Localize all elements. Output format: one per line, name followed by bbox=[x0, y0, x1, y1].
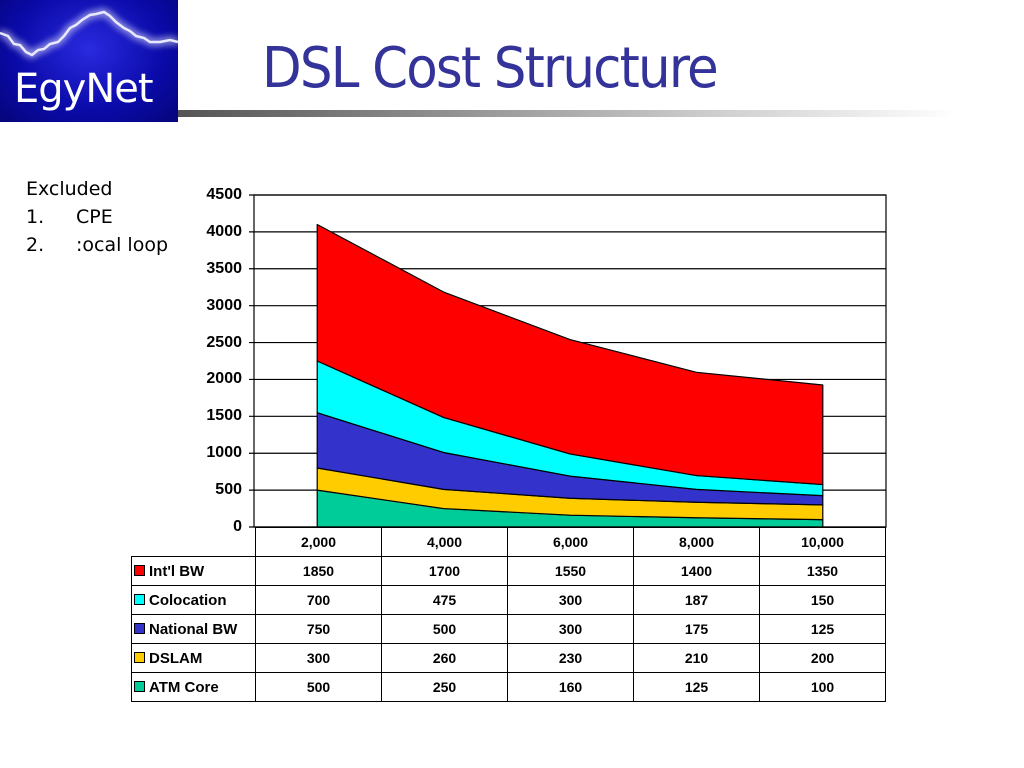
value-cell: 187 bbox=[633, 585, 760, 615]
y-tick-label: 3000 bbox=[206, 296, 242, 314]
lightning-icon bbox=[0, 10, 178, 57]
legend-entry-national-bw: National BW bbox=[131, 614, 256, 644]
notes-item-text: :ocal loop bbox=[76, 234, 169, 256]
table-row: National BW 750 500 300 175 125 bbox=[131, 614, 886, 644]
value-cell: 300 bbox=[507, 614, 634, 644]
value-cell: 300 bbox=[255, 643, 382, 673]
y-tick-label: 500 bbox=[215, 481, 242, 499]
value-cell: 260 bbox=[381, 643, 508, 673]
value-cell: 125 bbox=[759, 614, 886, 644]
value-cell: 1400 bbox=[633, 556, 760, 586]
value-cell: 1850 bbox=[255, 556, 382, 586]
value-cell: 1350 bbox=[759, 556, 886, 586]
dslam-swatch-icon bbox=[134, 652, 145, 664]
category-cell: 2,000 bbox=[255, 527, 382, 557]
intl-bw-swatch-icon bbox=[134, 565, 145, 577]
value-cell: 160 bbox=[507, 672, 634, 702]
value-cell: 150 bbox=[759, 585, 886, 615]
value-cell: 230 bbox=[507, 643, 634, 673]
notes-item: 1. CPE bbox=[26, 203, 168, 231]
category-cell: 8,000 bbox=[633, 527, 760, 557]
legend-entry-intl-bw: Int'l BW bbox=[131, 556, 256, 586]
legend-entry-atm-core: ATM Core bbox=[131, 672, 256, 702]
legend-label: National BW bbox=[149, 620, 238, 638]
logo-text: EgyNet bbox=[14, 66, 154, 112]
legend-label: DSLAM bbox=[149, 649, 203, 667]
table-row: DSLAM 300 260 230 210 200 bbox=[131, 643, 886, 673]
legend-entry-dslam: DSLAM bbox=[131, 643, 256, 673]
table-row: Int'l BW 1850 1700 1550 1400 1350 bbox=[131, 556, 886, 586]
notes-item-number: 1. bbox=[26, 206, 45, 228]
legend-label: Int'l BW bbox=[149, 562, 205, 580]
notes-heading: Excluded bbox=[26, 178, 113, 200]
value-cell: 100 bbox=[759, 672, 886, 702]
y-tick-label: 2500 bbox=[206, 333, 242, 351]
value-cell: 210 bbox=[633, 643, 760, 673]
legend-label: ATM Core bbox=[149, 678, 219, 696]
category-cell: 4,000 bbox=[381, 527, 508, 557]
atm-core-swatch-icon bbox=[134, 681, 145, 693]
chart-data-table: 2,000 4,000 6,000 8,000 10,000 Int'l BW … bbox=[131, 527, 886, 702]
value-cell: 175 bbox=[633, 614, 760, 644]
legend-label: Colocation bbox=[149, 591, 227, 609]
page-title: DSL Cost Structure bbox=[262, 36, 719, 101]
stacked-area-chart bbox=[249, 194, 887, 528]
category-cell: 10,000 bbox=[759, 527, 886, 557]
national-bw-swatch-icon bbox=[134, 623, 145, 635]
value-cell: 500 bbox=[255, 672, 382, 702]
y-tick-label: 4500 bbox=[206, 186, 242, 203]
notes-item: 2. :ocal loop bbox=[26, 231, 168, 259]
colocation-swatch-icon bbox=[134, 594, 145, 606]
value-cell: 475 bbox=[381, 585, 508, 615]
value-cell: 300 bbox=[507, 585, 634, 615]
value-cell: 200 bbox=[759, 643, 886, 673]
notes-item-number: 2. bbox=[26, 234, 45, 256]
value-cell: 1550 bbox=[507, 556, 634, 586]
y-tick-label: 3500 bbox=[206, 259, 242, 277]
value-cell: 125 bbox=[633, 672, 760, 702]
y-tick-label: 0 bbox=[233, 518, 242, 535]
y-tick-label: 4000 bbox=[206, 222, 242, 240]
title-underline bbox=[178, 110, 958, 117]
y-tick-label: 1500 bbox=[206, 407, 242, 425]
area-int-l-bw bbox=[316, 223, 824, 486]
legend-entry-colocation: Colocation bbox=[131, 585, 256, 615]
table-row: ATM Core 500 250 160 125 100 bbox=[131, 672, 886, 702]
area-series bbox=[316, 223, 824, 528]
y-tick-label: 2000 bbox=[206, 370, 242, 388]
value-cell: 750 bbox=[255, 614, 382, 644]
egynet-logo: EgyNet bbox=[0, 0, 178, 122]
value-cell: 250 bbox=[381, 672, 508, 702]
table-row: Colocation 700 475 300 187 150 bbox=[131, 585, 886, 615]
category-cell: 6,000 bbox=[507, 527, 634, 557]
value-cell: 500 bbox=[381, 614, 508, 644]
table-corner bbox=[131, 527, 256, 557]
notes-item-text: CPE bbox=[76, 206, 113, 228]
y-tick-label: 1000 bbox=[206, 444, 242, 462]
value-cell: 1700 bbox=[381, 556, 508, 586]
category-row: 2,000 4,000 6,000 8,000 10,000 bbox=[131, 527, 886, 557]
value-cell: 700 bbox=[255, 585, 382, 615]
excluded-notes: Excluded 1. CPE 2. :ocal loop bbox=[26, 175, 168, 259]
